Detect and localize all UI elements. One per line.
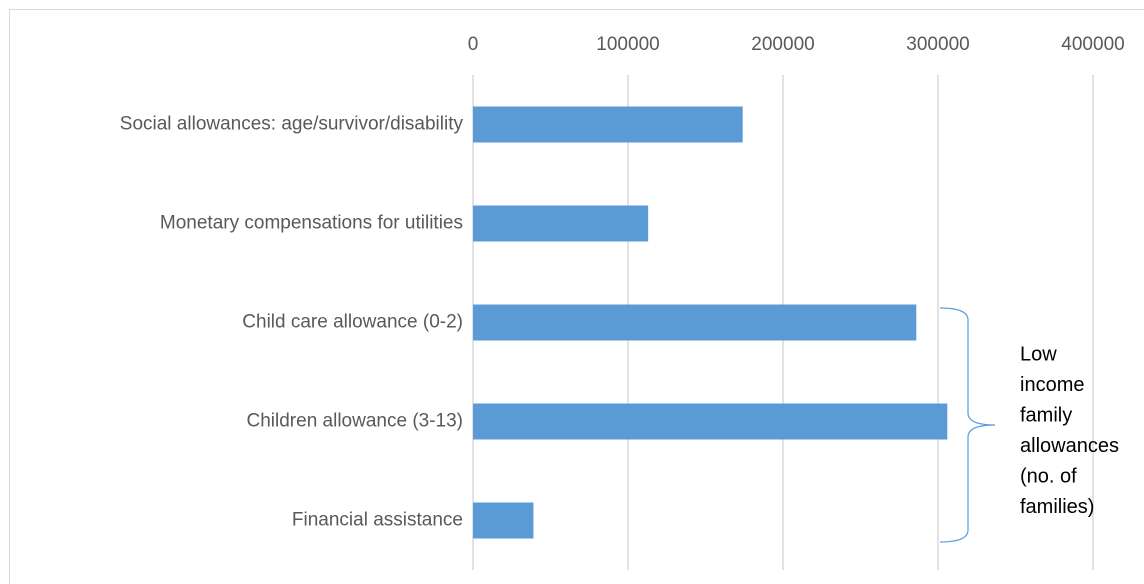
chart-border xyxy=(9,9,1144,584)
bar xyxy=(473,106,743,143)
x-tick-label: 0 xyxy=(468,34,479,55)
y-tick-label: Monetary compensations for utilities xyxy=(160,213,463,234)
annotation: Low xyxy=(1020,343,1057,365)
x-tick-label: 400000 xyxy=(1061,34,1124,55)
annotation: income xyxy=(1020,374,1084,396)
annotation: family xyxy=(1020,404,1072,426)
x-tick-label: 200000 xyxy=(751,34,814,55)
x-tick-label: 100000 xyxy=(596,34,659,55)
y-tick-label: Child care allowance (0-2) xyxy=(242,312,463,333)
annotation: (no. of xyxy=(1020,465,1077,487)
bar xyxy=(473,205,649,242)
y-tick-label: Social allowances: age/survivor/disabili… xyxy=(120,114,464,135)
y-tick-label: Financial assistance xyxy=(292,510,463,531)
bar xyxy=(473,403,948,440)
x-tick-label: 300000 xyxy=(906,34,969,55)
bracket xyxy=(939,307,996,543)
y-tick-label: Children allowance (3-13) xyxy=(247,411,464,432)
bar xyxy=(473,502,534,539)
bar xyxy=(473,304,917,341)
annotation: families) xyxy=(1020,496,1094,518)
annotation: allowances xyxy=(1020,435,1119,457)
